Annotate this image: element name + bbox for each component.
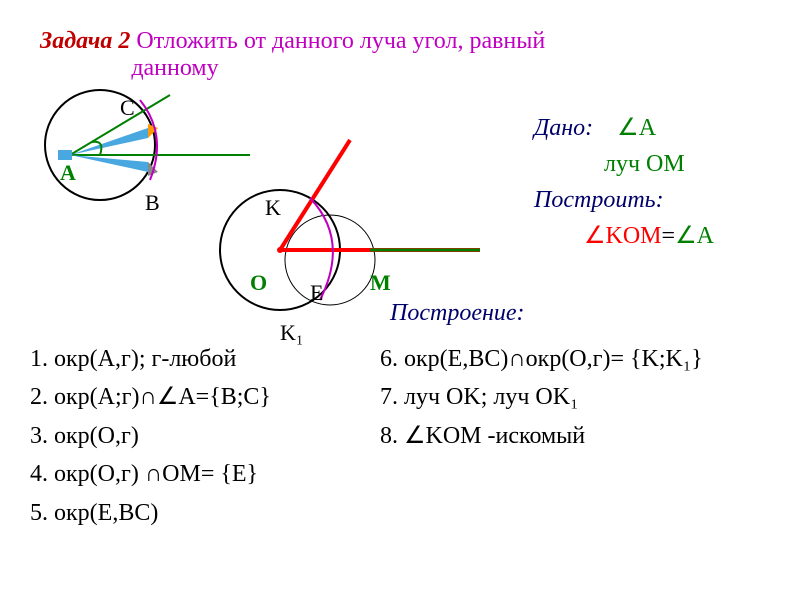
step-2: 2. окр(A;г)∩∠A={B;C}: [30, 378, 271, 416]
given-block: Дано: ∠A луч OM Построить: ∠KOM=∠A: [534, 110, 714, 254]
step-8: 8. ∠KOM -искомый: [380, 417, 703, 455]
diagram-svg: [20, 80, 500, 340]
label-M: M: [370, 270, 391, 296]
diagram: A B C O M K E K₁: [20, 80, 500, 330]
point-O: [277, 247, 283, 253]
build-label: Построить:: [534, 187, 664, 213]
label-A: A: [60, 160, 76, 186]
step-4: 4. окр(O,г) ∩OM= {E}: [30, 455, 271, 493]
problem-text-2: данному: [131, 55, 218, 81]
steps-right: 6. окр(E,BC)∩окр(O,г)= {K;K₁} 7. луч OK;…: [380, 340, 703, 455]
label-B: B: [145, 190, 160, 216]
ray-OM: луч OM: [604, 151, 685, 177]
target-right: ∠A: [675, 223, 714, 249]
task-label: Задача 2: [40, 28, 130, 54]
label-C: C: [120, 95, 135, 121]
step-5: 5. окр(E,BC): [30, 494, 271, 532]
step-1: 1. окр(A,г); г-любой: [30, 340, 271, 378]
step-3: 3. окр(O,г): [30, 417, 271, 455]
label-K: K: [265, 195, 281, 221]
problem-text-1: Отложить от данного луча угол, равный: [136, 28, 545, 54]
angle-A: ∠A: [617, 115, 656, 141]
label-E: E: [310, 280, 323, 306]
step-7: 7. луч OK; луч OK₁: [380, 378, 703, 416]
steps-left: 1. окр(A,г); г-любой 2. окр(A;г)∩∠A={B;C…: [30, 340, 271, 532]
label-O: O: [250, 270, 267, 296]
step-6: 6. окр(E,BC)∩окр(O,г)= {K;K₁}: [380, 340, 703, 378]
label-K1: K₁: [280, 320, 304, 346]
ray-OK: [280, 140, 350, 250]
title-row: Задача 2 Отложить от данного луча угол, …: [40, 28, 545, 82]
target-eq: =: [662, 223, 676, 249]
target-left: ∠KOM: [584, 223, 662, 249]
dano-label: Дано:: [534, 115, 593, 141]
